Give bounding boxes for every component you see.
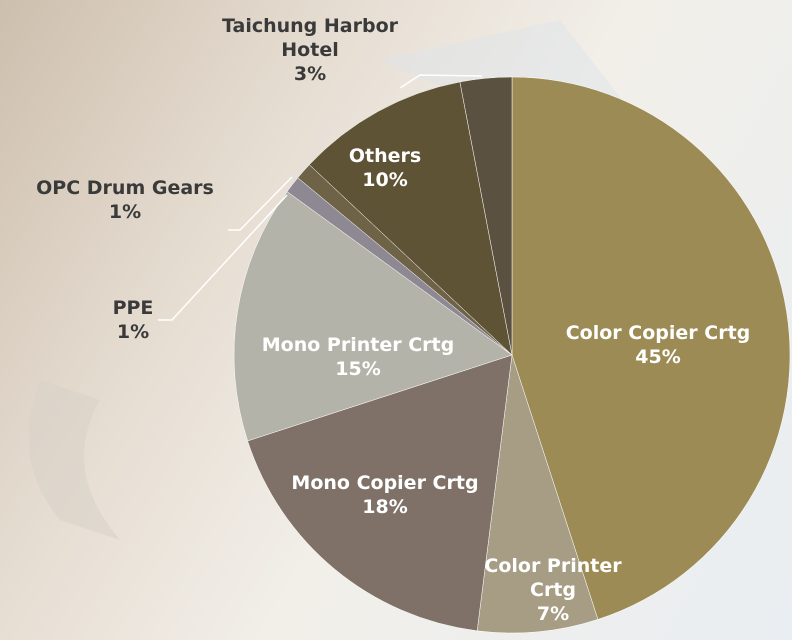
slice-name: Taichung Harbor Hotel	[221, 15, 399, 61]
pie-slice	[511, 76, 791, 620]
slice-label: Others 10%	[325, 144, 445, 192]
slice-label: Mono Copier Crtg 18%	[255, 471, 515, 519]
slice-percent: 1%	[116, 321, 150, 343]
pie-slice	[476, 354, 599, 634]
pie-slice	[308, 81, 513, 356]
slice-name: Mono Printer Crtg	[261, 334, 455, 356]
slice-label: PPE 1%	[93, 296, 173, 344]
pie-slice	[459, 76, 513, 356]
leader-line	[158, 194, 288, 321]
slice-percent: 18%	[362, 496, 408, 518]
slice-label: Taichung Harbor Hotel 3%	[220, 14, 400, 86]
slice-name: OPC Drum Gears	[36, 177, 214, 199]
slice-percent: 1%	[108, 201, 142, 223]
slice-name: Color Printer Crtg	[484, 555, 622, 601]
slice-label: OPC Drum Gears 1%	[15, 176, 235, 224]
pie-slice	[247, 354, 513, 632]
slice-name: Color Copier Crtg	[565, 322, 751, 344]
slice-name: PPE	[112, 297, 154, 319]
leader-line	[399, 74, 483, 89]
pie-slice	[233, 191, 513, 442]
slice-percent: 15%	[335, 358, 381, 380]
slice-percent: 10%	[362, 169, 408, 191]
slice-percent: 45%	[635, 346, 681, 368]
slice-label: Color Printer Crtg 7%	[478, 554, 628, 626]
background-shape	[28, 380, 120, 540]
slice-name: Mono Copier Crtg	[291, 472, 479, 494]
leader-line	[228, 176, 293, 231]
slice-percent: 7%	[536, 603, 570, 625]
slice-label: Color Copier Crtg 45%	[528, 321, 788, 369]
slice-label: Mono Printer Crtg 15%	[228, 333, 488, 381]
slice-name: Others	[348, 145, 422, 167]
slice-percent: 3%	[293, 63, 327, 85]
